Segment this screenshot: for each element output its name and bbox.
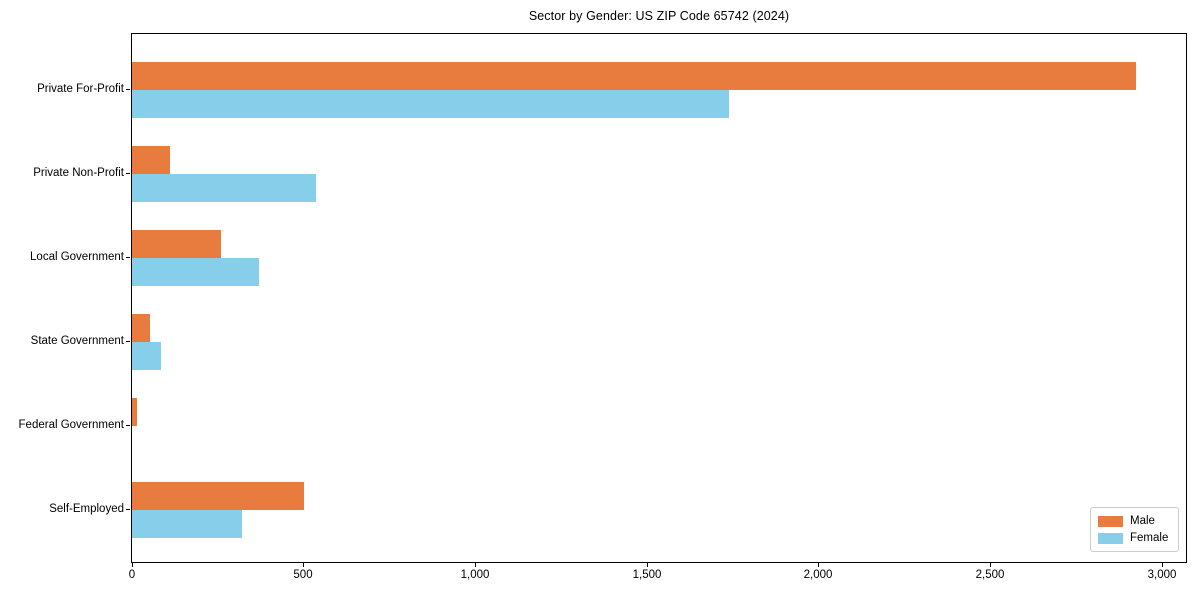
x-tick-mark	[647, 563, 648, 567]
x-tick-label: 500	[293, 569, 313, 581]
x-tick-mark	[818, 563, 819, 567]
y-tick-mark	[126, 89, 130, 90]
y-tick-mark	[126, 341, 130, 342]
bar-private-non-profit-male	[132, 145, 170, 174]
bar-private-for-profit-male	[132, 61, 1136, 90]
bar-private-for-profit-female	[132, 89, 729, 118]
x-tick-label: 3,000	[1147, 569, 1177, 581]
x-tick-mark	[1162, 563, 1163, 567]
bar-self-employed-male	[132, 481, 304, 510]
bar-self-employed-female	[132, 509, 242, 538]
y-category-label-private-for-profit: Private For-Profit	[37, 83, 124, 95]
y-category-label-local-government: Local Government	[30, 251, 124, 263]
x-tick-mark	[990, 563, 991, 567]
y-tick-mark	[126, 425, 130, 426]
y-category-label-state-government: State Government	[30, 335, 124, 347]
bar-state-government-female	[132, 341, 161, 370]
x-tick-mark	[132, 563, 133, 567]
legend-label-male: Male	[1130, 515, 1155, 527]
x-tick-label: 1,500	[632, 569, 662, 581]
x-tick-label: 2,500	[975, 569, 1005, 581]
y-category-label-self-employed: Self-Employed	[49, 503, 124, 515]
bar-federal-government-male	[132, 397, 137, 426]
y-tick-mark	[126, 257, 130, 258]
x-tick-mark	[475, 563, 476, 567]
bar-local-government-male	[132, 229, 221, 258]
x-tick-mark	[303, 563, 304, 567]
chart-title: Sector by Gender: US ZIP Code 65742 (202…	[528, 9, 790, 23]
legend-entry-female: Female	[1098, 532, 1178, 544]
x-tick-label: 1,000	[460, 569, 490, 581]
legend-label-female: Female	[1130, 532, 1169, 544]
y-category-label-private-non-profit: Private Non-Profit	[33, 167, 124, 179]
plot-area	[131, 33, 1187, 563]
bar-local-government-female	[132, 257, 259, 286]
x-tick-label: 0	[128, 569, 136, 581]
legend-swatch-female	[1098, 532, 1123, 544]
legend-entry-male: Male	[1098, 515, 1178, 527]
y-category-label-federal-government: Federal Government	[18, 419, 124, 431]
x-tick-label: 2,000	[803, 569, 833, 581]
legend-swatch-male	[1098, 515, 1123, 527]
bar-state-government-male	[132, 313, 150, 342]
bar-private-non-profit-female	[132, 173, 316, 202]
y-tick-mark	[126, 509, 130, 510]
legend: Male Female	[1090, 507, 1179, 552]
y-tick-mark	[126, 173, 130, 174]
